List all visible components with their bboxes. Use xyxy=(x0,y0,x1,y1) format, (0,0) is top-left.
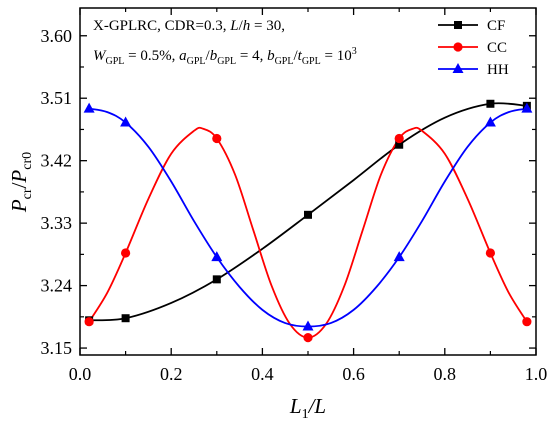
axis-ticks xyxy=(79,8,537,355)
legend-label-cc: CC xyxy=(487,40,507,56)
y-tick-label: 3.15 xyxy=(41,338,73,358)
y-tick-label: 3.60 xyxy=(41,26,73,46)
x-tick-labels: 0.0 0.2 0.4 0.6 0.8 1.0 xyxy=(69,364,548,384)
x-axis-label: L1/L xyxy=(289,394,326,422)
x-tick-label: 0.4 xyxy=(251,364,274,384)
data-point-hh xyxy=(83,102,95,113)
data-point-cc xyxy=(522,317,532,327)
data-point-cc xyxy=(394,133,404,144)
data-point-hh xyxy=(521,102,533,113)
data-point-cf xyxy=(395,140,404,149)
series-markers xyxy=(83,99,533,343)
data-point-cf xyxy=(212,275,221,284)
data-point-hh xyxy=(302,320,314,331)
x-tick-label: 0.8 xyxy=(434,364,457,384)
series-lines xyxy=(88,102,528,339)
legend-marker-hh xyxy=(452,63,464,73)
data-point-cc xyxy=(303,333,313,343)
data-point-hh xyxy=(484,116,496,127)
data-point-cf xyxy=(486,99,495,108)
series-line-cc xyxy=(88,126,528,339)
legend: CF CC HH xyxy=(438,18,509,78)
legend-label-hh: HH xyxy=(487,62,509,78)
y-tick-labels: 3.15 3.24 3.33 3.42 3.51 3.60 xyxy=(41,26,73,358)
y-tick-label: 3.42 xyxy=(41,151,73,171)
x-tick-label: 0.2 xyxy=(160,364,183,384)
x-tick-label: 0.6 xyxy=(342,364,365,384)
x-tick-label: 1.0 xyxy=(525,364,548,384)
annotation-line-2: WGPL = 0.5%, aGPL/bGPL = 4, bGPL/tGPL = … xyxy=(93,46,357,67)
data-point-cf xyxy=(121,314,130,323)
y-tick-label: 3.51 xyxy=(41,88,73,108)
legend-marker-cc xyxy=(453,42,463,52)
annotation-line-1: X-GPLRC, CDR=0.3, L/h = 30, xyxy=(93,18,285,34)
data-point-cc xyxy=(485,248,495,258)
legend-label-cf: CF xyxy=(487,18,505,34)
data-point-hh xyxy=(393,251,405,262)
y-tick-label: 3.24 xyxy=(41,276,73,296)
legend-marker-cf xyxy=(454,21,462,29)
data-point-hh xyxy=(120,116,132,127)
data-point-cc xyxy=(212,133,222,144)
data-point-cc xyxy=(121,248,131,258)
y-tick-label: 3.33 xyxy=(41,213,73,233)
x-tick-label: 0.0 xyxy=(69,364,92,384)
data-point-cc xyxy=(84,317,94,327)
data-point-cf xyxy=(304,210,312,219)
data-point-hh xyxy=(211,251,223,262)
y-axis-label: Pcr/Pcr0 xyxy=(7,152,35,213)
